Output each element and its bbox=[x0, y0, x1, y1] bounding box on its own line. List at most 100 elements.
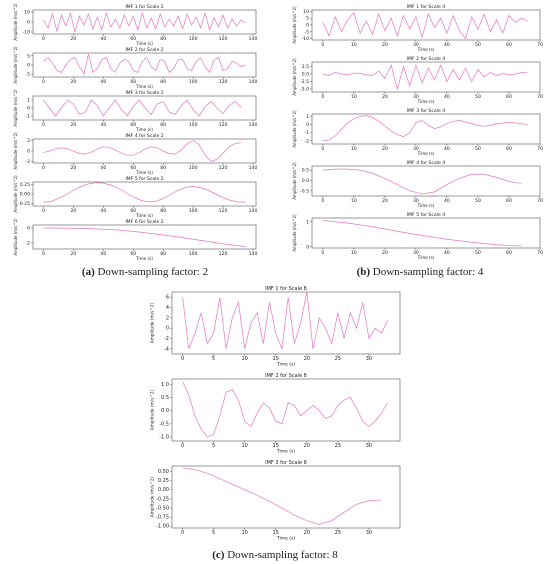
x-tick-label: 20 bbox=[70, 79, 76, 85]
x-tick-label: 60 bbox=[130, 122, 136, 128]
x-tick-label: 5 bbox=[212, 356, 215, 362]
x-tick-label: 100 bbox=[189, 208, 198, 214]
x-tick-label: 40 bbox=[444, 146, 450, 152]
x-tick-label: 140 bbox=[249, 251, 258, 257]
x-tick-label: 10 bbox=[241, 443, 247, 449]
y-tick-label: 0.0 bbox=[161, 408, 169, 414]
x-tick-label: 140 bbox=[249, 36, 258, 42]
x-tick-label: 0 bbox=[181, 530, 184, 536]
y-tick-label: -1.0 bbox=[159, 435, 169, 441]
x-tick-label: 0 bbox=[321, 94, 324, 100]
line bbox=[182, 381, 388, 438]
y-tick-label: -0.5 bbox=[300, 188, 309, 194]
chart-title: IMF 2 for Scale 8 bbox=[265, 373, 307, 379]
chart-title: IMF 1 for Scale 4 bbox=[407, 4, 445, 10]
chart-title: IMF 3 for Scale 4 bbox=[407, 108, 445, 114]
y-tick-label: -2 bbox=[164, 336, 169, 342]
y-tick-label: -0.25 bbox=[18, 201, 30, 207]
y-tick-label: 0.50 bbox=[158, 469, 169, 475]
x-tick-label: 60 bbox=[506, 198, 512, 204]
x-tick-label: 100 bbox=[189, 165, 198, 171]
x-tick-label: 120 bbox=[219, 208, 228, 214]
y-tick-label: 2 bbox=[27, 138, 30, 144]
plot-frame bbox=[32, 181, 257, 207]
y-tick-label: 0.5 bbox=[302, 168, 309, 174]
x-tick-label: 10 bbox=[241, 530, 247, 536]
x-tick-label: 30 bbox=[413, 42, 419, 48]
x-axis-label: Time (s) bbox=[417, 255, 435, 260]
y-tick-label: 0.00 bbox=[20, 192, 30, 198]
x-tick-label: 60 bbox=[506, 146, 512, 152]
y-tick-label: -1 bbox=[25, 114, 30, 120]
x-tick-label: 60 bbox=[130, 36, 136, 42]
y-tick-label: 0.00 bbox=[158, 487, 169, 493]
plot-frame bbox=[311, 165, 541, 197]
x-tick-label: 60 bbox=[506, 250, 512, 256]
x-tick-label: 40 bbox=[100, 79, 106, 85]
plot-frame bbox=[311, 217, 541, 249]
x-tick-label: 50 bbox=[475, 146, 481, 152]
caption: (a) Down-sampling factor: 2 bbox=[82, 266, 208, 278]
x-tick-label: 5 bbox=[212, 530, 215, 536]
plot-frame bbox=[171, 378, 401, 442]
chart-title: IMF 3 for Scale 8 bbox=[265, 460, 307, 466]
x-tick-label: 120 bbox=[219, 36, 228, 42]
plot-frame bbox=[311, 9, 541, 41]
y-tick-label: -5 bbox=[304, 29, 309, 35]
x-tick-label: 60 bbox=[130, 165, 136, 171]
x-axis-label: Time (s) bbox=[135, 170, 153, 175]
x-tick-label: 0 bbox=[321, 42, 324, 48]
x-axis-label: Time (s) bbox=[417, 203, 435, 208]
y-tick-label: 1 bbox=[306, 114, 309, 120]
x-tick-label: 40 bbox=[444, 42, 450, 48]
x-tick-label: 0 bbox=[42, 36, 45, 42]
y-tick-label: 10 bbox=[303, 9, 309, 15]
y-tick-label: 0 bbox=[166, 326, 169, 332]
x-tick-label: 30 bbox=[413, 198, 419, 204]
y-tick-label: -0.75 bbox=[156, 515, 169, 521]
y-tick-label: 0.25 bbox=[20, 182, 30, 188]
x-tick-label: 25 bbox=[335, 530, 341, 536]
x-tick-label: 100 bbox=[189, 79, 198, 85]
x-tick-label: 20 bbox=[304, 530, 310, 536]
y-axis-label: Amplitude (m/s^2) bbox=[150, 302, 156, 343]
y-tick-label: 0 bbox=[306, 122, 309, 128]
x-tick-label: 20 bbox=[304, 443, 310, 449]
y-axis-label: Amplitude (m/s^2) bbox=[292, 214, 297, 252]
x-tick-label: 0 bbox=[321, 250, 324, 256]
caption-text: Down-sampling factor: 2 bbox=[97, 266, 208, 278]
x-tick-label: 50 bbox=[475, 42, 481, 48]
x-tick-label: 140 bbox=[249, 122, 258, 128]
x-axis-label: Time (s) bbox=[417, 47, 435, 52]
y-axis-label: Amplitude (m/s^2) bbox=[292, 162, 297, 200]
x-tick-label: 100 bbox=[189, 122, 198, 128]
x-tick-label: 0 bbox=[42, 79, 45, 85]
x-tick-label: 5 bbox=[212, 443, 215, 449]
x-tick-label: 15 bbox=[273, 356, 279, 362]
x-tick-label: 100 bbox=[189, 251, 198, 257]
y-tick-label: -0.5 bbox=[159, 421, 169, 427]
x-tick-label: 10 bbox=[241, 356, 247, 362]
x-tick-label: 50 bbox=[475, 94, 481, 100]
x-tick-label: 80 bbox=[160, 36, 166, 42]
y-tick-label: -1.00 bbox=[156, 524, 169, 530]
x-tick-label: 60 bbox=[130, 208, 136, 214]
x-tick-label: 30 bbox=[413, 250, 419, 256]
x-axis-label: Time (s) bbox=[135, 213, 153, 218]
x-tick-label: 30 bbox=[413, 94, 419, 100]
x-tick-label: 20 bbox=[70, 165, 76, 171]
line bbox=[43, 53, 246, 76]
caption-label: (c) bbox=[212, 549, 225, 561]
plot-frame bbox=[311, 61, 541, 93]
y-tick-label: 1 bbox=[27, 98, 30, 104]
y-axis-label: Amplitude (m/s^2) bbox=[13, 132, 18, 170]
x-tick-label: 40 bbox=[100, 36, 106, 42]
x-tick-label: 120 bbox=[219, 165, 228, 171]
x-tick-label: 40 bbox=[100, 251, 106, 257]
x-tick-label: 100 bbox=[189, 36, 198, 42]
caption: (b) Down-sampling factor: 4 bbox=[357, 266, 484, 278]
y-tick-label: -2 bbox=[304, 138, 309, 144]
y-tick-label: -0.25 bbox=[156, 496, 169, 502]
y-tick-label: -4 bbox=[164, 346, 169, 352]
x-tick-label: 70 bbox=[537, 198, 543, 204]
